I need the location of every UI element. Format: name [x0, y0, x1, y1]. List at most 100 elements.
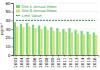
bar	[87, 32, 89, 55]
tick-mark	[64, 55, 65, 57]
tick-label: 10	[5, 44, 11, 49]
tick: 20	[5, 35, 13, 40]
marks	[14, 20, 98, 55]
grid-line	[13, 37, 98, 38]
bar	[83, 34, 85, 55]
tick: 2014	[80, 55, 85, 68]
tick: 0	[8, 53, 13, 58]
tick: 2005	[25, 55, 30, 68]
tick-label: 2006	[32, 57, 37, 68]
tick-mark	[88, 55, 89, 57]
grid-line	[13, 55, 98, 56]
bar	[71, 32, 73, 55]
grid-line	[13, 46, 98, 47]
legend-entry: Site A Annual Mean	[16, 5, 57, 9]
bar	[77, 33, 79, 55]
grid-line	[13, 20, 98, 21]
bar	[93, 32, 95, 55]
tick-mark	[12, 29, 14, 30]
tick: 2003	[13, 55, 18, 68]
bar	[40, 29, 42, 55]
bar	[28, 26, 30, 55]
tick-mark	[22, 55, 23, 57]
tick: 40	[5, 18, 13, 23]
legend: Site A Annual MeanSite B Annual MeanLimi…	[16, 5, 57, 18]
tick-label: 2003	[13, 57, 18, 68]
tick: 2009	[50, 55, 55, 68]
tick-mark	[58, 55, 59, 57]
tick: 2013	[74, 55, 79, 68]
legend-label: Site B Annual Mean	[22, 9, 57, 13]
bar-series	[16, 26, 97, 55]
grid-line	[13, 29, 98, 30]
tick-mark	[12, 12, 14, 13]
tick: 2004	[19, 55, 24, 68]
tick: 2010	[56, 55, 61, 68]
tick-label: 20	[5, 35, 11, 40]
tick-label: 2004	[19, 57, 24, 68]
y-label: μg/m³	[0, 23, 4, 35]
bar	[59, 32, 61, 55]
tick-mark	[12, 55, 14, 56]
tick-label: 50	[5, 9, 11, 14]
legend-swatch	[16, 10, 20, 13]
bar	[14, 22, 16, 55]
legend-label: Site A Annual Mean	[22, 5, 57, 9]
bar	[68, 28, 70, 55]
tick: 2008	[44, 55, 49, 68]
bar	[44, 26, 46, 55]
tick: 2007	[38, 55, 43, 68]
chart: 0 10 20 30 40 50 60 200320042005200620072008200…	[0, 0, 100, 70]
axis-line	[12, 4, 14, 56]
tick-label: 2016	[92, 57, 97, 68]
legend-entry: Limit Value	[16, 14, 42, 18]
tick-label: 2009	[50, 57, 55, 68]
bar	[74, 30, 76, 55]
tick-mark	[52, 55, 53, 57]
tick-label: 2012	[68, 57, 73, 68]
tick-mark	[12, 46, 14, 47]
tick-mark	[76, 55, 77, 57]
tick-label: 0	[8, 53, 11, 58]
tick: 2012	[68, 55, 73, 68]
grid	[13, 3, 98, 55]
tick-mark	[40, 55, 41, 57]
legend-swatch	[16, 15, 20, 16]
bar	[53, 31, 55, 55]
tick-mark	[70, 55, 71, 57]
bar	[62, 29, 64, 55]
tick: 2006	[32, 55, 37, 68]
bar	[89, 34, 91, 55]
tick: 2011	[62, 55, 67, 68]
bar	[81, 31, 83, 55]
bar	[34, 28, 36, 55]
legend-label: Limit Value	[22, 14, 43, 18]
plot: 0 10 20 30 40 50 60 200320042005200620072008200…	[5, 1, 98, 68]
bar	[95, 35, 97, 55]
tick-label: 2007	[38, 57, 43, 68]
bar	[20, 24, 22, 55]
tick-label: 30	[5, 27, 11, 32]
tick: 2016	[92, 55, 97, 68]
tick-label: 2008	[44, 57, 49, 68]
tick-mark	[16, 55, 17, 57]
tick-mark	[28, 55, 29, 57]
tick-label: 2015	[86, 57, 91, 68]
tick-mark	[94, 55, 95, 57]
bar	[56, 28, 58, 55]
bar	[65, 32, 67, 55]
bar	[22, 27, 24, 55]
bar	[46, 30, 48, 55]
tick-label: 2011	[62, 57, 67, 68]
legend-entry: Site B Annual Mean	[16, 9, 57, 13]
bar	[26, 23, 28, 55]
bar-series	[14, 22, 95, 55]
tick-mark	[12, 3, 14, 4]
tick-mark	[12, 20, 14, 21]
bar	[38, 26, 40, 55]
y-axis: 0 10 20 30 40 50 60	[5, 1, 13, 58]
tick-label: 40	[5, 18, 11, 23]
tick-mark	[34, 55, 35, 57]
tick-label: 60	[5, 1, 11, 6]
tick: 50	[5, 9, 13, 14]
